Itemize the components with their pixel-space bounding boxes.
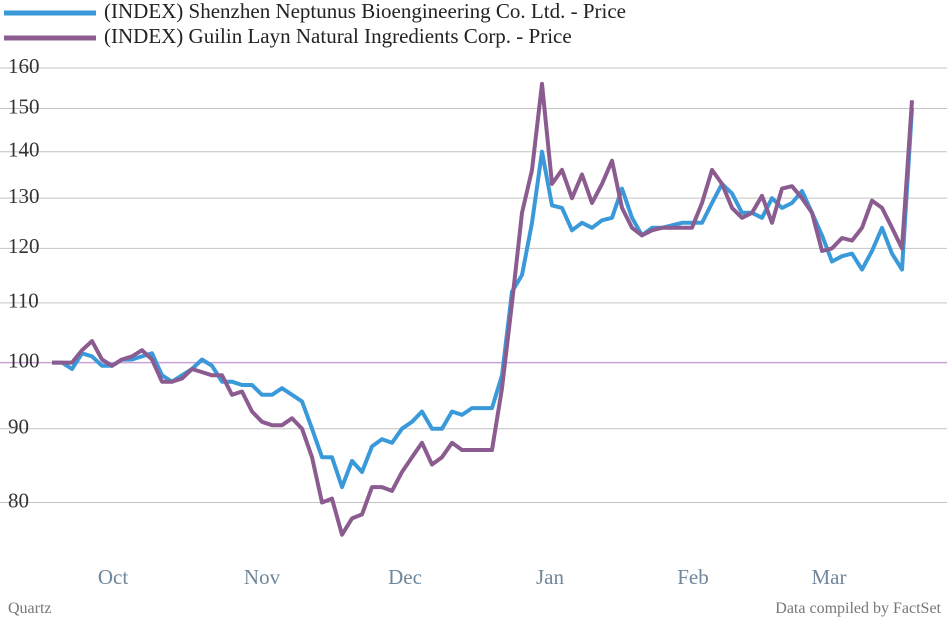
x-tick-label: Dec [388, 565, 422, 589]
footer-source: Quartz [8, 600, 52, 617]
y-tick-label: 150 [8, 94, 40, 118]
series-line [52, 81, 914, 537]
y-tick-label: 130 [8, 184, 40, 208]
legend-label: (INDEX) Shenzhen Neptunus Bioengineering… [104, 0, 626, 23]
y-tick-label: 140 [8, 138, 40, 162]
y-tick-label: 100 [8, 348, 40, 372]
x-tick-label: Oct [98, 565, 128, 589]
footer-credit: Data compiled by FactSet [775, 600, 941, 617]
series-line [52, 108, 914, 490]
x-tick-label: Jan [536, 565, 564, 589]
legend-label: (INDEX) Guilin Layn Natural Ingredients … [104, 24, 572, 48]
x-tick-label: Mar [812, 565, 847, 589]
x-tick-label: Feb [677, 565, 709, 589]
y-tick-label: 110 [8, 289, 39, 313]
y-tick-label: 90 [8, 415, 29, 439]
x-tick-label: Nov [244, 565, 281, 589]
y-tick-label: 160 [8, 54, 40, 78]
y-tick-label: 120 [8, 234, 40, 258]
y-tick-label: 80 [8, 488, 29, 512]
